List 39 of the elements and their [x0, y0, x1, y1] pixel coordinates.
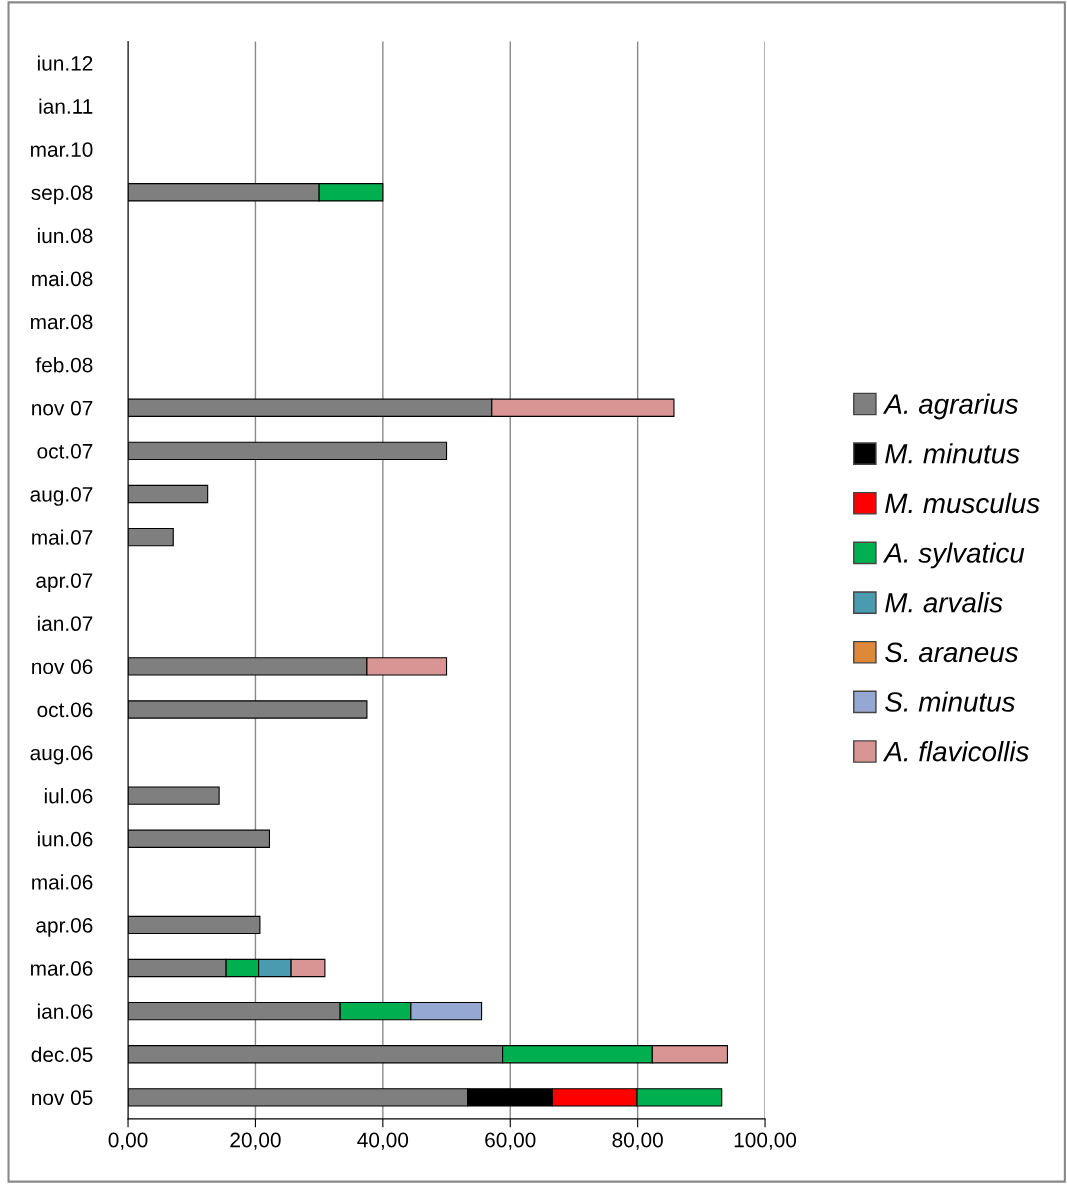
legend-label: S. minutus — [885, 691, 1015, 712]
x-tick-label: 80,00 — [612, 1132, 663, 1150]
y-tick-label: dec.05 — [31, 1046, 93, 1062]
y-tick-label: mai.07 — [32, 529, 93, 545]
y-tick-label: aug.07 — [30, 486, 93, 506]
x-tick-label: 20,00 — [230, 1132, 281, 1150]
legend-label: A. sylvaticu — [882, 542, 1025, 569]
x-tick-label: 100,00 — [734, 1132, 797, 1150]
y-tick-label: sep.08 — [31, 185, 93, 205]
y-tick-label: apr.07 — [36, 573, 93, 593]
legend-label: A. agrarius — [882, 393, 1019, 420]
legend-label: S. araneus — [885, 642, 1019, 663]
legend-label: M. minutus — [885, 443, 1020, 464]
x-tick-label: 0,00 — [108, 1132, 148, 1150]
legend-label: M. arvalis — [885, 592, 1003, 613]
y-tick-label: iun.12 — [37, 55, 93, 71]
x-tick-label: 40,00 — [357, 1132, 409, 1150]
y-tick-label: mai.06 — [32, 874, 93, 890]
y-tick-label: iun.06 — [37, 831, 93, 847]
y-tick-label: iun.08 — [37, 227, 93, 244]
y-tick-label: nov 05 — [32, 1090, 93, 1106]
y-tick-label: nov 06 — [32, 659, 93, 675]
y-tick-label: mai.08 — [32, 270, 93, 287]
y-tick-label: aug.06 — [30, 745, 93, 765]
y-tick-label: nov 07 — [32, 400, 93, 416]
legend-label: M. musculus — [885, 492, 1040, 514]
y-tick-label: iul.06 — [44, 788, 93, 804]
y-tick-label: ian.07 — [37, 615, 93, 632]
y-tick-label: mar.06 — [31, 961, 93, 976]
y-tick-label: ian.06 — [37, 1003, 93, 1019]
x-tick-label: 60,00 — [485, 1132, 536, 1150]
y-tick-label: mar.10 — [31, 142, 93, 157]
y-tick-label: ian.11 — [39, 98, 93, 114]
y-tick-label: oct.07 — [37, 443, 93, 459]
y-tick-label: oct.06 — [37, 702, 93, 718]
y-tick-label: mar.08 — [31, 314, 93, 330]
y-tick-label: feb.08 — [35, 357, 93, 373]
y-tick-label: apr.06 — [36, 917, 93, 937]
legend-label: A. flavicollis — [882, 741, 1029, 762]
